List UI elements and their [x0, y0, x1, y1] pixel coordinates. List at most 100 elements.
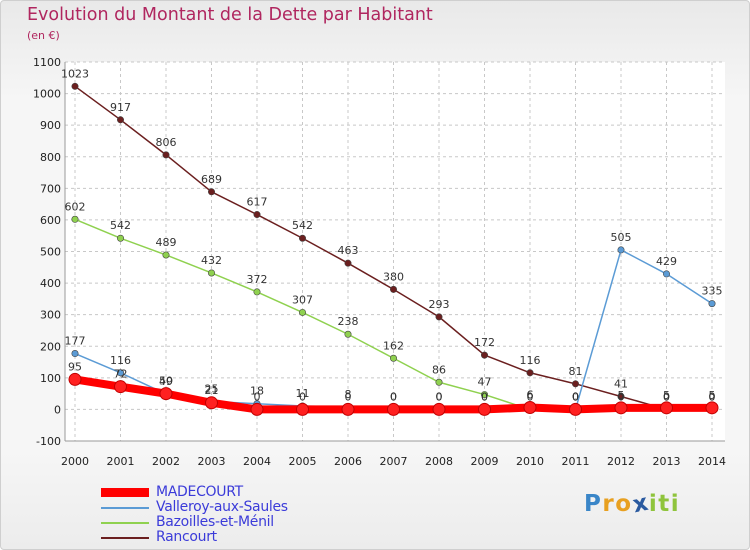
data-label-rancourt: 463 — [338, 244, 359, 257]
logo-letter: r — [602, 491, 616, 517]
data-label-madecourt: 0 — [254, 390, 261, 403]
y-tick-label: 600 — [40, 214, 61, 227]
y-tick-label: 900 — [40, 119, 61, 132]
data-point-rancourt — [208, 188, 216, 196]
x-tick-label: 2002 — [152, 455, 180, 468]
legend: MADECOURT Valleroy-aux-Saules Bazoilles-… — [101, 485, 361, 545]
data-point-madecourt — [387, 402, 400, 416]
data-label-madecourt: 21 — [205, 384, 219, 397]
data-point-madecourt — [660, 401, 673, 415]
data-point-bazoilles-et-m-nil — [253, 288, 261, 296]
data-label-bazoilles-et-m-nil: 47 — [478, 376, 492, 389]
data-point-rancourt — [298, 234, 306, 242]
data-point-madecourt — [705, 401, 719, 415]
data-point-madecourt — [68, 372, 82, 386]
data-point-bazoilles-et-m-nil — [208, 269, 216, 277]
data-label-madecourt: 0 — [390, 390, 397, 403]
data-label-madecourt: 72 — [114, 368, 128, 381]
data-point-rancourt — [117, 116, 125, 124]
x-tick-label: 2005 — [289, 455, 317, 468]
proxiti-logo: Proxiti — [584, 490, 680, 519]
data-label-valleroy-aux-saules: 0 — [572, 390, 579, 403]
data-point-madecourt — [523, 401, 537, 415]
data-label-bazoilles-et-m-nil: 0 — [663, 390, 670, 403]
data-label-valleroy-aux-saules: 429 — [656, 255, 677, 268]
data-label-bazoilles-et-m-nil: 238 — [338, 315, 359, 328]
data-label-rancourt: 81 — [569, 365, 583, 378]
data-point-madecourt — [205, 396, 218, 410]
legend-item-madecourt: MADECOURT — [101, 485, 361, 500]
y-tick-label: 200 — [40, 340, 61, 353]
x-tick-label: 2014 — [698, 455, 726, 468]
legend-swatch-rancourt — [101, 537, 149, 539]
x-tick-label: 2012 — [607, 455, 635, 468]
y-tick-label: 700 — [40, 182, 61, 195]
legend-swatch-bazoilles — [101, 522, 149, 524]
data-point-rancourt — [435, 313, 443, 321]
data-label-madecourt: 5 — [709, 389, 716, 402]
data-label-valleroy-aux-saules: 11 — [296, 387, 310, 400]
x-tick-label: 2009 — [471, 455, 499, 468]
data-label-bazoilles-et-m-nil: 602 — [65, 200, 86, 213]
x-tick-label: 2001 — [107, 455, 135, 468]
data-label-madecourt: 50 — [159, 375, 173, 388]
data-point-madecourt — [296, 402, 309, 416]
data-label-bazoilles-et-m-nil: 542 — [110, 219, 131, 232]
x-tick-label: 2008 — [425, 455, 453, 468]
data-point-madecourt — [341, 402, 355, 416]
data-label-valleroy-aux-saules: 8 — [345, 388, 352, 401]
data-point-rancourt — [480, 351, 488, 359]
y-tick-label: 100 — [40, 372, 61, 385]
chart-unit-label: (en €) — [27, 29, 60, 42]
logo-letter: o — [615, 491, 633, 517]
y-tick-label: 1000 — [33, 88, 61, 101]
data-label-bazoilles-et-m-nil: 0 — [709, 390, 716, 403]
logo-letter: P — [584, 491, 603, 517]
data-label-rancourt: 806 — [156, 136, 177, 149]
data-point-madecourt — [250, 402, 264, 416]
data-point-madecourt — [478, 402, 491, 416]
data-point-bazoilles-et-m-nil — [162, 251, 170, 259]
logo-letter: i — [648, 491, 659, 517]
data-point-rancourt — [389, 285, 397, 293]
data-point-bazoilles-et-m-nil — [298, 308, 306, 316]
data-label-rancourt: 542 — [292, 219, 313, 232]
data-point-bazoilles-et-m-nil — [389, 354, 397, 362]
data-label-valleroy-aux-saules: 18 — [250, 385, 264, 398]
y-tick-label: 800 — [40, 151, 61, 164]
data-label-bazoilles-et-m-nil: 0 — [572, 390, 579, 403]
data-label-bazoilles-et-m-nil: 86 — [432, 363, 446, 376]
data-point-valleroy-aux-saules — [117, 369, 125, 377]
data-label-madecourt: 0 — [345, 390, 352, 403]
data-label-valleroy-aux-saules: 0 — [481, 390, 488, 403]
y-tick-label: 300 — [40, 309, 61, 322]
y-tick-label: 400 — [40, 277, 61, 290]
data-label-valleroy-aux-saules: 25 — [205, 383, 219, 396]
data-label-bazoilles-et-m-nil: 0 — [618, 390, 625, 403]
chart-title: Evolution du Montant de la Dette par Hab… — [27, 5, 433, 25]
data-label-valleroy-aux-saules: 6 — [527, 389, 534, 402]
x-tick-label: 2000 — [61, 455, 89, 468]
data-point-rancourt — [617, 392, 625, 400]
data-point-bazoilles-et-m-nil — [435, 378, 443, 386]
data-label-valleroy-aux-saules: 0 — [436, 390, 443, 403]
data-label-rancourt: 293 — [429, 298, 450, 311]
legend-item-rancourt: Rancourt — [101, 530, 361, 545]
data-point-valleroy-aux-saules — [617, 246, 625, 254]
data-label-madecourt: 5 — [663, 389, 670, 402]
y-tick-label: -100 — [36, 435, 61, 448]
data-label-madecourt: 5 — [618, 389, 625, 402]
data-label-valleroy-aux-saules: 116 — [110, 354, 131, 367]
data-point-madecourt — [614, 401, 628, 415]
data-label-bazoilles-et-m-nil: 162 — [383, 339, 404, 352]
legend-label-madecourt: MADECOURT — [156, 484, 243, 500]
data-point-valleroy-aux-saules — [662, 270, 670, 278]
data-label-madecourt: 0 — [299, 390, 306, 403]
data-label-rancourt: 380 — [383, 270, 404, 283]
x-tick-label: 2007 — [380, 455, 408, 468]
x-tick-label: 2013 — [653, 455, 681, 468]
data-label-valleroy-aux-saules: 49 — [159, 375, 173, 388]
data-label-rancourt: 172 — [474, 336, 495, 349]
